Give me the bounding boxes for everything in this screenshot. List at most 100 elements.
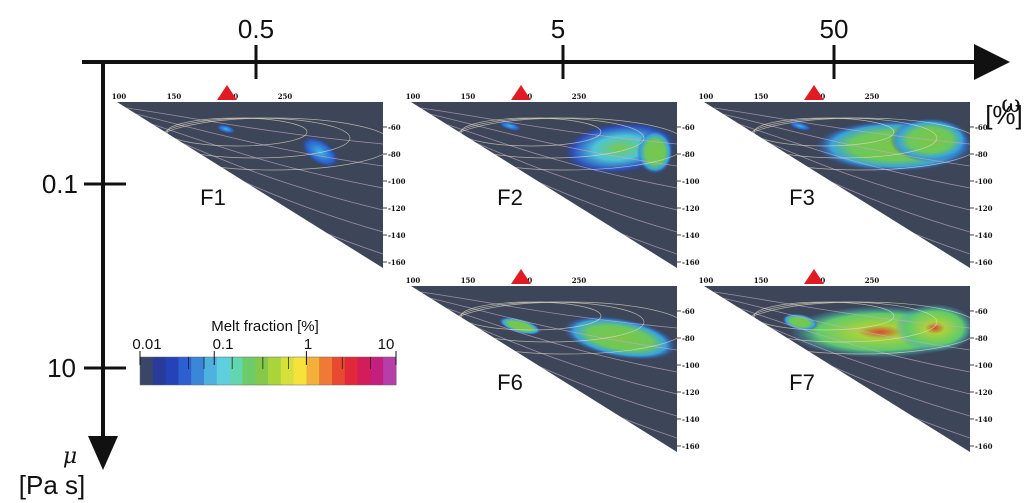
panel-x-tick-label: 150 (754, 276, 769, 285)
colorbar-cell (165, 357, 179, 385)
panel-x-tick-label: 100 (699, 276, 714, 285)
top-axis-symbol: ω (1001, 90, 1021, 118)
melt-region (782, 313, 818, 331)
panel-y-tick-label: -160 (682, 258, 700, 267)
panel-y-tick-label: -80 (682, 334, 695, 343)
colorbar-cell (370, 357, 384, 385)
panels: 100150200250-60-80-100-120-140-160F11001… (112, 85, 993, 452)
colorbar-cell (204, 357, 218, 385)
colorbar-cell (357, 357, 371, 385)
colorbar-tick-label: 1 (304, 336, 312, 353)
panel-x-tick-label: 100 (699, 92, 714, 101)
panel-background (117, 102, 383, 268)
colorbar-cell (306, 357, 320, 385)
melt-region (562, 315, 677, 361)
panel-y-tick-label: -120 (975, 204, 993, 213)
panel-y-tick-label: -120 (388, 204, 406, 213)
left-tick-label: 0.1 (42, 169, 78, 199)
volcano-marker (511, 269, 531, 284)
streamline (126, 115, 383, 189)
panel-y-tick-label: -120 (975, 388, 993, 397)
panel-y-tick-label: -60 (975, 307, 988, 316)
top-axis: 0.5 5 50 ω [%] (82, 14, 1023, 130)
panel-y-tick-label: -80 (682, 150, 695, 159)
melt-region (498, 121, 522, 131)
panel-y-tick-label: -140 (975, 415, 993, 424)
panel-y-tick-label: -60 (975, 123, 988, 132)
melt-region (498, 317, 542, 335)
colorbar-cell (332, 357, 346, 385)
panel-label: F2 (497, 185, 523, 210)
colorbar-title: Melt fraction [%] (211, 318, 319, 335)
volcano-marker (804, 269, 824, 284)
left-axis-arrowhead (88, 436, 118, 470)
panel-y-tick-label: -60 (682, 307, 695, 316)
panel-x-tick-label: 250 (572, 92, 587, 101)
melt-region (637, 130, 673, 174)
colorbar-cell (268, 357, 282, 385)
colorbar-cell (178, 357, 192, 385)
panel-y-tick-label: -60 (682, 123, 695, 132)
panel-label: F1 (200, 185, 226, 210)
panel-x-tick-label: 150 (461, 92, 476, 101)
panel-x-tick-label: 150 (461, 276, 476, 285)
panel-y-tick-label: -140 (682, 415, 700, 424)
volcano-marker (804, 85, 824, 100)
panel-x-tick-label: 250 (865, 92, 880, 101)
colorbar-cell (293, 357, 307, 385)
streamline (126, 111, 383, 167)
streamline (420, 111, 677, 167)
colorbar-cell (229, 357, 243, 385)
volcano-marker (217, 85, 237, 100)
panel-y-tick-label: -140 (975, 231, 993, 240)
streamline (126, 107, 383, 145)
panel-background (411, 286, 677, 452)
streamline (420, 107, 677, 145)
melt-region (300, 136, 340, 168)
colorbar-cell (242, 357, 256, 385)
colorbar-cell (140, 357, 154, 385)
left-tick-label: 10 (47, 353, 76, 383)
panel-y-tick-label: -140 (682, 231, 700, 240)
colorbar-frame (139, 356, 397, 386)
panel-y-tick-label: -100 (388, 177, 406, 186)
top-tick-label: 0.5 (238, 14, 274, 44)
volcano-marker (511, 85, 531, 100)
panel-y-tick-label: -60 (388, 123, 401, 132)
streamline (713, 111, 970, 167)
panel-x-tick-label: 250 (572, 276, 587, 285)
colorbar-cell (255, 357, 269, 385)
panel-label: F3 (789, 185, 815, 210)
colorbar-cell (319, 357, 333, 385)
panel-x-tick-label: 100 (112, 92, 127, 101)
colorbar-cell (344, 357, 359, 385)
streamline (420, 115, 677, 189)
colorbar-cell (280, 357, 295, 385)
top-axis-unit: [%] (985, 100, 1023, 130)
colorbar-tick-label: 10 (378, 336, 395, 353)
panel-y-tick-label: -100 (682, 177, 700, 186)
melt-region (216, 124, 236, 134)
top-tick-label: 5 (551, 14, 565, 44)
panel-label: F7 (789, 370, 815, 395)
panel-x-tick-label: 250 (865, 276, 880, 285)
colorbar-tick-label: 0.01 (132, 336, 161, 353)
streamline (713, 107, 970, 145)
panel-y-tick-label: -160 (388, 258, 406, 267)
left-axis-unit: [Pa s] (19, 470, 85, 500)
panel-y-tick-label: -160 (682, 442, 700, 451)
colorbar-cell (152, 357, 167, 385)
streamline (420, 299, 677, 373)
panel-y-tick-label: -160 (975, 442, 993, 451)
colorbar-cell (383, 357, 397, 385)
panel-x-tick-label: 100 (406, 92, 421, 101)
panel-y-tick-label: -120 (682, 204, 700, 213)
panel-x-tick-label: 250 (278, 92, 293, 101)
colorbar-tick-label: 0.1 (213, 336, 234, 353)
panel-y-tick-label: -80 (975, 334, 988, 343)
streamline (713, 299, 970, 373)
